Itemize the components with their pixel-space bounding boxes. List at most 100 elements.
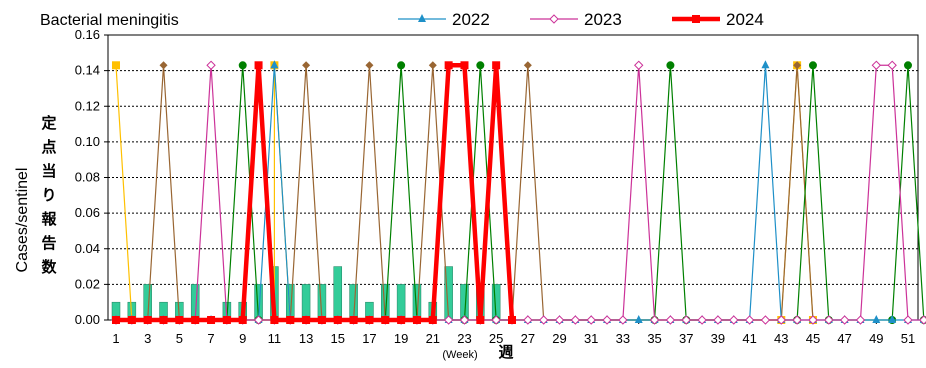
series-point-2022 xyxy=(872,315,881,323)
series-point-2024 xyxy=(270,316,279,324)
series-point-2023 xyxy=(554,315,565,325)
series-point-2023 xyxy=(443,315,454,325)
series-point-2023 xyxy=(839,315,850,325)
series-point-2023 xyxy=(206,60,216,70)
legend-marker-2023 xyxy=(549,14,559,24)
background-series-point xyxy=(904,61,912,70)
x-tick-label: 19 xyxy=(394,331,408,346)
series-point-2023 xyxy=(523,315,533,325)
series-point-2023 xyxy=(459,315,470,325)
x-tick-label: 21 xyxy=(426,331,440,346)
series-point-2023 xyxy=(808,315,818,325)
year-series xyxy=(111,60,926,325)
y-axis-label-jp-char: 数 xyxy=(41,258,57,276)
y-tick-label: 0.12 xyxy=(75,98,100,113)
series-point-2023 xyxy=(919,315,926,325)
legend-label-2023: 2023 xyxy=(584,10,622,29)
background-series-point xyxy=(159,61,168,70)
background-series-point xyxy=(666,61,675,70)
series-point-2024 xyxy=(302,316,311,324)
y-tick-label: 0.04 xyxy=(75,241,100,256)
x-axis-ticks: 1 3 5 7 9 11 13 15 17 19 21 23 25 27 29 31 33 35 37 39 41 43 4… xyxy=(112,320,925,346)
series-point-2023 xyxy=(729,315,739,325)
y-tick-label: 0.06 xyxy=(75,205,100,220)
x-tick-label: 31 xyxy=(584,331,598,346)
background-series-point xyxy=(793,61,802,70)
series-line-2023 xyxy=(116,64,924,321)
series-point-2024 xyxy=(127,316,136,324)
x-tick-label: 15 xyxy=(331,331,345,346)
y-tick-label: 0.16 xyxy=(75,27,100,42)
series-point-2024 xyxy=(428,316,437,324)
background-series-point xyxy=(808,61,817,70)
bar xyxy=(396,284,406,321)
background-series-point xyxy=(238,61,247,70)
x-axis-label-jp: 週 xyxy=(498,344,513,361)
y-axis-label-jp-char: 当 xyxy=(41,162,56,180)
background-series xyxy=(112,61,926,324)
series-point-2023 xyxy=(649,315,660,325)
series-point-2024 xyxy=(112,316,120,324)
series-point-2024 xyxy=(349,316,358,324)
x-tick-label: 41 xyxy=(742,331,756,346)
legend-marker-2024 xyxy=(692,15,700,23)
series-point-2023 xyxy=(618,315,628,325)
background-series-line xyxy=(147,65,814,321)
series-point-2024 xyxy=(333,316,342,324)
series-point-2023 xyxy=(903,315,913,325)
series-point-2023 xyxy=(634,60,644,70)
x-tick-label: 13 xyxy=(299,331,313,346)
background-series-line xyxy=(115,65,814,321)
background-series-point xyxy=(365,61,374,70)
legend-label-2024: 2024 xyxy=(726,10,764,29)
x-tick-label: 33 xyxy=(616,331,630,346)
series-point-2023 xyxy=(713,315,723,325)
x-tick-label: 35 xyxy=(647,331,661,346)
average-bars xyxy=(111,266,501,321)
x-tick-label: 9 xyxy=(239,331,246,346)
x-tick-label: 11 xyxy=(268,331,282,346)
series-point-2024 xyxy=(476,316,485,324)
series-point-2023 xyxy=(253,315,264,325)
y-axis-label-jp-char: 定 xyxy=(41,114,56,132)
series-point-2024 xyxy=(317,316,326,324)
series-point-2024 xyxy=(444,61,453,70)
chart-title: Bacterial meningitis xyxy=(40,12,179,29)
y-tick-label: 0.10 xyxy=(75,134,100,149)
y-axis-label-jp-char: 点 xyxy=(41,139,56,156)
series-point-2023 xyxy=(776,315,786,325)
x-tick-label: 25 xyxy=(489,331,503,346)
series-point-2024 xyxy=(508,316,516,324)
y-tick-label: 0.08 xyxy=(75,170,100,185)
series-point-2024 xyxy=(460,61,469,70)
series-point-2024 xyxy=(286,316,295,324)
series-point-2023 xyxy=(855,315,866,325)
series-point-2024 xyxy=(492,61,501,70)
background-series-point xyxy=(476,61,485,70)
background-series-point xyxy=(523,61,532,70)
x-tick-label: 23 xyxy=(457,331,471,346)
y-axis-label-jp-char: り xyxy=(41,187,56,204)
x-tick-label: 1 xyxy=(112,331,119,346)
series-point-2024 xyxy=(175,316,184,324)
bar xyxy=(301,284,311,321)
series-point-2023 xyxy=(792,315,802,325)
series-point-2024 xyxy=(381,316,390,324)
series-point-2023 xyxy=(681,315,691,325)
background-series-point xyxy=(428,61,437,70)
y-tick-label: 0.02 xyxy=(75,276,100,291)
series-point-2024 xyxy=(238,316,247,324)
series-point-2024 xyxy=(365,316,374,324)
x-tick-label: 3 xyxy=(144,331,151,346)
series-point-2023 xyxy=(824,315,834,325)
series-point-2024 xyxy=(397,316,406,324)
legend-marker-2022 xyxy=(418,14,426,22)
legend-label-2022: 2022 xyxy=(452,10,490,29)
x-tick-label: 5 xyxy=(176,331,183,346)
x-tick-label: 49 xyxy=(869,331,883,346)
y-tick-label: 0.00 xyxy=(75,312,100,327)
series-point-2023 xyxy=(697,315,707,325)
y-axis-label-jp-char: 報 xyxy=(41,210,57,228)
